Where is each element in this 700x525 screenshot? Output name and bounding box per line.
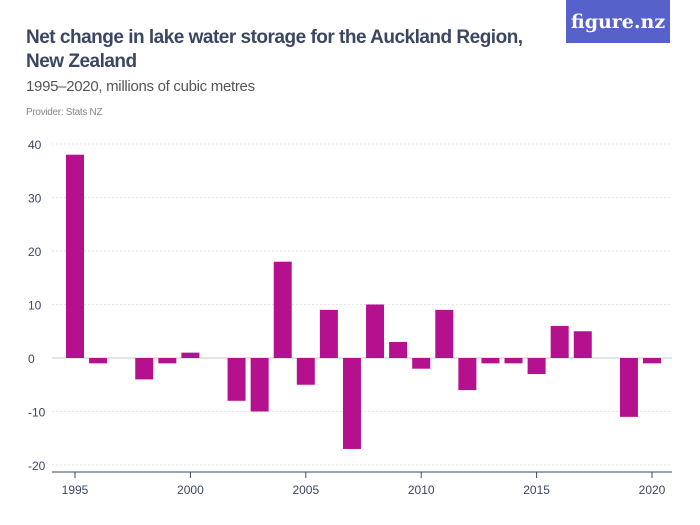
bar-2000 (181, 352, 200, 358)
bar-2009 (389, 341, 408, 358)
x-tick-label: 2015 (523, 483, 550, 497)
y-tick-label: 0 (28, 352, 35, 366)
bar-2002 (227, 358, 246, 401)
x-tick-label: 2010 (408, 483, 435, 497)
bar-2007 (342, 358, 361, 449)
bar-2008 (366, 304, 385, 358)
bar-1995 (66, 154, 84, 358)
y-tick-label: -20 (28, 459, 46, 473)
figure-nz-logo[interactable]: figure.nz (566, 0, 670, 43)
bar-2011 (435, 309, 454, 358)
provider-label: Provider: Stats NZ (26, 107, 103, 118)
bar-2010 (412, 358, 431, 369)
bar-2015 (527, 358, 546, 375)
chart-title: Net change in lake water storage for the… (26, 27, 523, 72)
bar-2017 (573, 331, 592, 358)
bar-1999 (158, 358, 177, 364)
bar-2006 (319, 309, 338, 358)
bar-2003 (250, 358, 269, 412)
bar-2005 (296, 358, 315, 385)
chart-subtitle: 1995–2020, millions of cubic metres (26, 78, 255, 95)
bar-2013 (481, 358, 500, 364)
bar-2014 (504, 358, 523, 364)
bar-2016 (550, 325, 569, 358)
bar-2012 (458, 358, 477, 391)
y-tick-label: 30 (28, 192, 42, 206)
bar-2019 (619, 358, 638, 417)
bar-2020 (643, 358, 661, 364)
x-tick-label: 1995 (62, 483, 89, 497)
y-tick-label: 10 (28, 299, 42, 313)
x-tick-label: 2020 (639, 483, 666, 497)
y-tick-label: 20 (28, 245, 42, 259)
x-tick-label: 2000 (177, 483, 204, 497)
bar-2004 (273, 261, 292, 358)
y-tick-label: -10 (28, 406, 46, 420)
bar-1998 (135, 358, 154, 380)
y-tick-label: 40 (28, 138, 42, 152)
bar-1996 (89, 358, 108, 364)
x-tick-label: 2005 (292, 483, 319, 497)
